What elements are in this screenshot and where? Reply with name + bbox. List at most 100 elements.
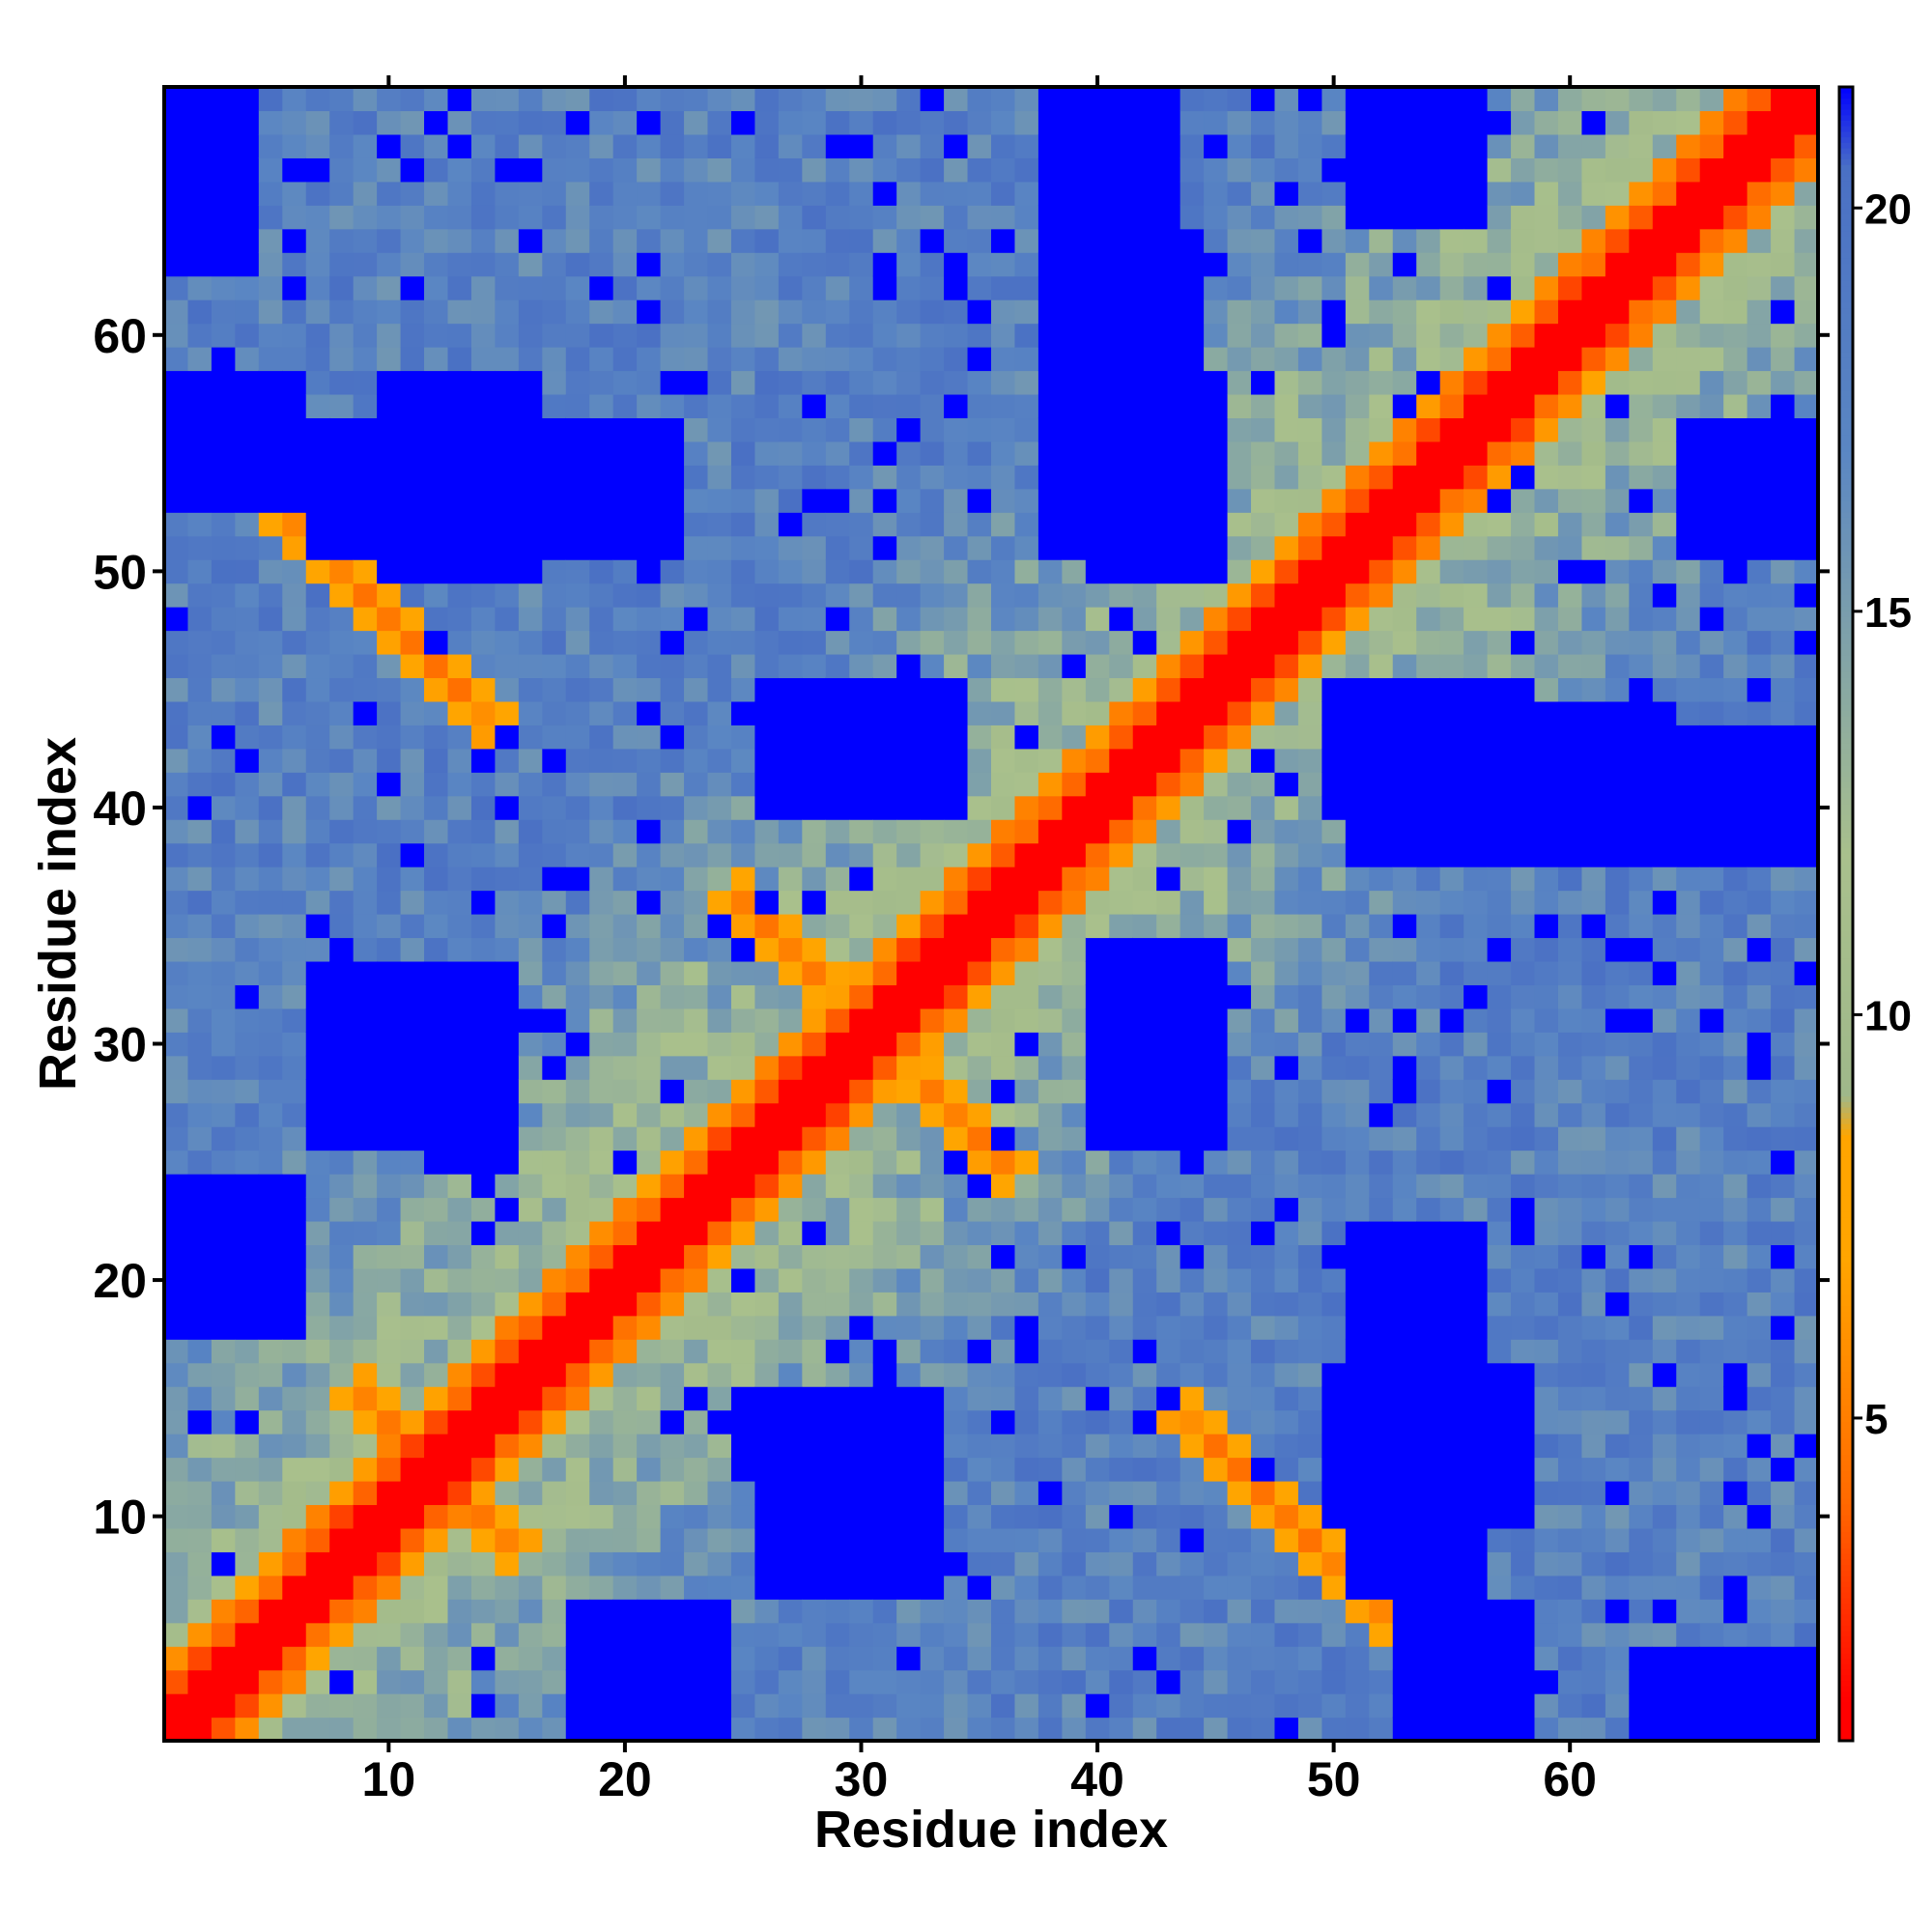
heatmap-cell (1699, 914, 1724, 939)
heatmap-cell (1463, 1244, 1489, 1269)
heatmap-cell (896, 772, 922, 797)
heatmap-cell (1723, 347, 1748, 372)
heatmap-cell (1557, 1409, 1583, 1435)
heatmap-cell (920, 819, 945, 844)
heatmap-cell (1629, 748, 1654, 773)
heatmap-cell (1723, 1504, 1748, 1529)
heatmap-cell (1345, 1244, 1370, 1269)
heatmap-cell (825, 1174, 850, 1199)
heatmap-cell (1204, 1055, 1229, 1080)
heatmap-cell (1699, 937, 1724, 962)
heatmap-cell (1227, 133, 1252, 158)
heatmap-cell (211, 133, 236, 158)
heatmap-cell (282, 181, 307, 206)
heatmap-cell (1179, 535, 1205, 560)
heatmap-cell (1747, 347, 1772, 372)
heatmap-cell (424, 937, 449, 962)
heatmap-cell (896, 417, 922, 442)
heatmap-cell (849, 607, 874, 632)
heatmap-cell (1014, 1622, 1039, 1647)
heatmap-cell (589, 535, 614, 560)
heatmap-cell (447, 1267, 472, 1293)
heatmap-cell (1132, 299, 1157, 325)
heatmap-cell (1109, 299, 1134, 325)
heatmap-cell (377, 393, 402, 418)
heatmap-cell (447, 842, 472, 867)
heatmap-cell (1581, 748, 1606, 773)
heatmap-cell (353, 724, 378, 750)
heatmap-cell (1251, 1599, 1276, 1624)
heatmap-cell (802, 1599, 827, 1624)
heatmap-cell (1345, 607, 1370, 632)
heatmap-cell (1581, 1174, 1606, 1199)
heatmap-cell (1085, 795, 1110, 820)
heatmap-cell (470, 370, 496, 395)
heatmap-cell (329, 110, 355, 135)
heatmap-cell (1487, 1174, 1512, 1199)
heatmap-cell (1794, 1599, 1819, 1624)
heatmap-cell (1204, 819, 1229, 844)
heatmap-cell (754, 1480, 780, 1506)
heatmap-cell (1204, 1008, 1229, 1033)
heatmap-cell (1723, 275, 1748, 300)
heatmap-cell (1392, 323, 1417, 348)
heatmap-cell (1297, 890, 1322, 915)
heatmap-cell (1345, 700, 1370, 725)
heatmap-cell (991, 1032, 1016, 1057)
heatmap-cell (542, 228, 567, 253)
heatmap-cell (944, 228, 969, 253)
heatmap-cell (1747, 1008, 1772, 1033)
heatmap-cell (495, 347, 520, 372)
heatmap-cell (211, 1457, 236, 1482)
heatmap-cell (187, 653, 213, 679)
heatmap-cell (1534, 1315, 1559, 1340)
heatmap-cell (684, 393, 709, 418)
heatmap-cell (637, 937, 662, 962)
heatmap-cell (470, 653, 496, 679)
heatmap-cell (1014, 323, 1039, 348)
heatmap-cell (1676, 1504, 1701, 1529)
heatmap-cell (1652, 512, 1677, 537)
heatmap-cell (1392, 1032, 1417, 1057)
heatmap-cell (872, 960, 897, 985)
heatmap-cell (1132, 1551, 1157, 1577)
heatmap-cell (896, 1267, 922, 1293)
heatmap-cell (1037, 653, 1063, 679)
heatmap-cell (1652, 1409, 1677, 1435)
heatmap-cell (660, 819, 685, 844)
heatmap-cell (1581, 1669, 1606, 1694)
heatmap-cell (1794, 937, 1819, 962)
heatmap-cell (872, 1551, 897, 1577)
heatmap-cell (1204, 607, 1229, 632)
heatmap-cell (684, 559, 709, 584)
heatmap-cell (258, 890, 283, 915)
heatmap-cell (754, 275, 780, 300)
heatmap-cell (1109, 1409, 1134, 1435)
heatmap-cell (825, 1717, 850, 1742)
heatmap-cell (1534, 275, 1559, 300)
heatmap-cell (1179, 960, 1205, 985)
heatmap-cell (920, 842, 945, 867)
heatmap-cell (400, 582, 425, 608)
heatmap-cell (1274, 535, 1299, 560)
heatmap-cell (1345, 724, 1370, 750)
heatmap-cell (1369, 867, 1394, 892)
colorbar-segment (1839, 1646, 1853, 1654)
heatmap-cell (754, 1693, 780, 1719)
heatmap-cell (778, 1292, 803, 1317)
heatmap-cell (1037, 819, 1063, 844)
heatmap-cell (896, 960, 922, 985)
heatmap-cell (495, 748, 520, 773)
heatmap-cell (1511, 772, 1536, 797)
heatmap-cell (944, 559, 969, 584)
heatmap-cell (1581, 133, 1606, 158)
heatmap-cell (329, 1292, 355, 1317)
colorbar-segment (1839, 1476, 1853, 1483)
heatmap-cell (1062, 653, 1087, 679)
heatmap-cell (1487, 937, 1512, 962)
heatmap-cell (754, 535, 780, 560)
heatmap-cell (1557, 1102, 1583, 1127)
heatmap-cell (754, 867, 780, 892)
heatmap-cell (612, 1079, 638, 1104)
heatmap-cell (424, 393, 449, 418)
